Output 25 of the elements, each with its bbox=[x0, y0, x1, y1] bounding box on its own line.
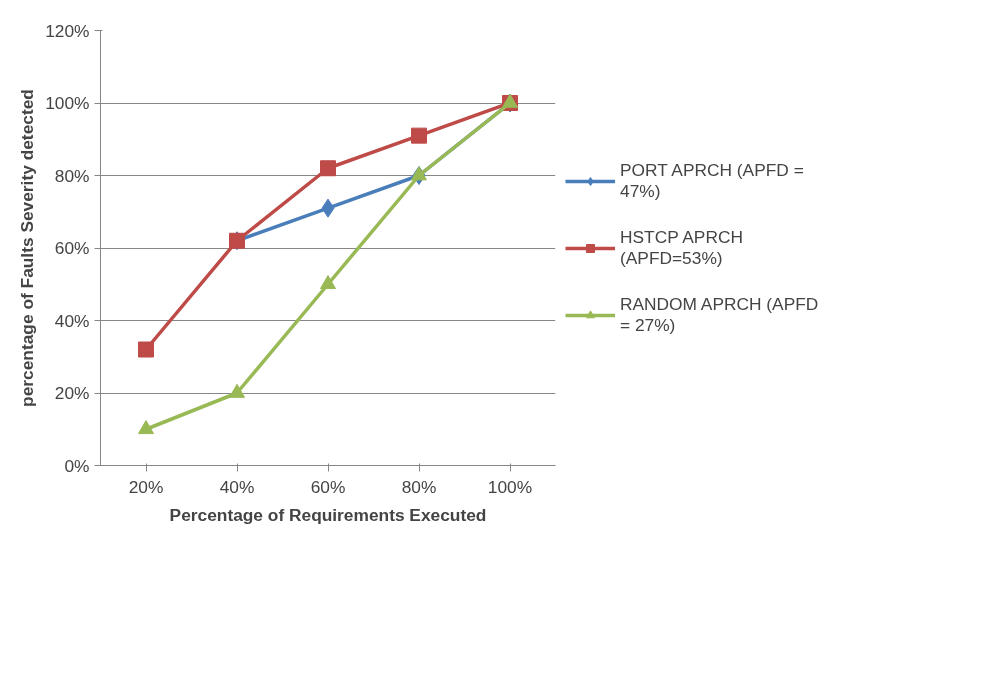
point bbox=[411, 166, 427, 181]
point bbox=[320, 275, 336, 290]
y-tick-label: 100% bbox=[45, 93, 90, 113]
y-tick-label: 0% bbox=[64, 455, 90, 476]
point bbox=[229, 383, 245, 398]
x-tick-label: 80% bbox=[401, 476, 437, 497]
x-tick-label: 60% bbox=[310, 476, 346, 497]
x-tick-label: 100% bbox=[487, 476, 533, 497]
point bbox=[321, 198, 335, 218]
legend-label: PORT APRCH (APFD = 47%) bbox=[620, 159, 804, 202]
x-tick-label: 20% bbox=[128, 476, 164, 497]
legend-label: RANDOM APRCH (APFD = 27%) bbox=[620, 293, 819, 336]
x-tick-label: 40% bbox=[219, 476, 255, 497]
y-tick-label: 60% bbox=[54, 238, 90, 258]
x-axis-title: Percentage of Requirements Executed bbox=[169, 504, 487, 525]
legend-label: HSTCP APRCH (APFD=53%) bbox=[620, 226, 743, 269]
y-tick-label: 80% bbox=[54, 165, 90, 186]
y-tick-label: 120% bbox=[45, 20, 90, 41]
point bbox=[411, 127, 427, 144]
point bbox=[320, 160, 336, 177]
point bbox=[138, 341, 154, 358]
y-tick-label: 40% bbox=[54, 310, 90, 331]
y-axis-title: percentage of Faults Severity detected bbox=[17, 89, 38, 407]
y-tick-label: 20% bbox=[54, 383, 90, 403]
point bbox=[138, 420, 154, 435]
